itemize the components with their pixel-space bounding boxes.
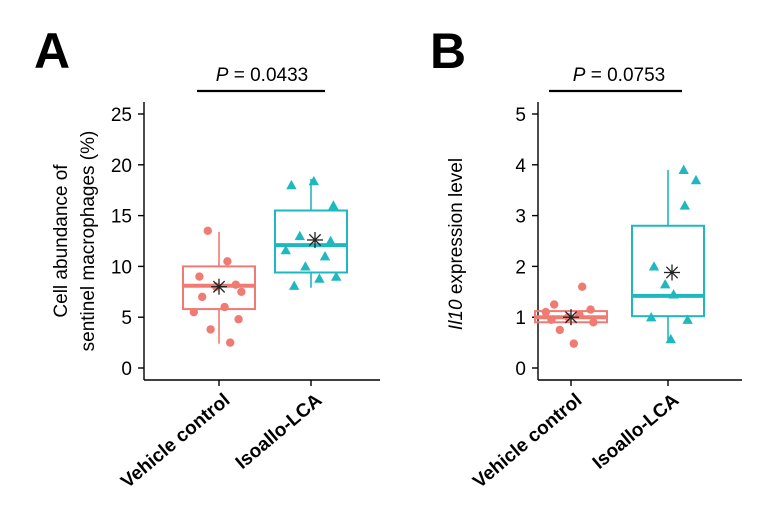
data-point	[646, 312, 657, 322]
data-point	[289, 280, 300, 290]
y-axis-label-line1: Cell abundance of	[51, 164, 72, 318]
y-tick-label: 2	[515, 257, 526, 278]
y-tick-label: 15	[111, 207, 132, 228]
data-point	[189, 307, 198, 317]
box-group	[534, 282, 608, 348]
box	[274, 209, 348, 274]
box-group	[274, 175, 348, 290]
data-point	[195, 272, 204, 281]
data-point	[198, 292, 207, 302]
y-tick-label: 25	[111, 105, 132, 126]
data-point	[660, 278, 671, 289]
x-tick-label: Isoallo-LCA	[589, 390, 684, 474]
data-point	[294, 230, 305, 241]
y-tick-label: 20	[111, 156, 132, 177]
data-point	[589, 318, 598, 327]
data-point	[203, 226, 212, 236]
data-point	[223, 257, 232, 266]
y-axis-label-line2: sentinel macrophages (%)	[78, 131, 99, 352]
panel-label: A	[34, 23, 70, 79]
data-point	[234, 315, 243, 324]
mean-marker-stroke	[665, 266, 679, 279]
plot-area: 0 1 2 3 4 5 Vehicle control Isoallo-LCA	[469, 89, 742, 493]
data-point	[668, 289, 679, 299]
data-point	[331, 271, 342, 281]
mean-marker-stroke	[308, 233, 322, 247]
data-point	[679, 200, 690, 210]
data-point	[678, 164, 689, 175]
p-value-label: P = 0.0753	[573, 65, 665, 86]
data-point	[328, 200, 339, 210]
data-point	[314, 273, 325, 283]
y-tick-label: 10	[111, 257, 132, 278]
y-tick-label: 4	[515, 156, 526, 177]
mean-marker-stroke	[212, 280, 226, 293]
data-point	[665, 333, 676, 344]
p-value-prefix: P	[216, 65, 229, 86]
mean-marker	[664, 264, 680, 281]
mean-marker	[307, 231, 323, 248]
data-point	[325, 235, 336, 246]
mean-marker-stroke	[564, 311, 578, 324]
mean-marker	[211, 278, 227, 295]
y-tick-label: 1	[515, 308, 526, 329]
y-tick-label: 0	[121, 359, 132, 380]
panel-a: A Cell abundance of sentinel macrophages…	[34, 23, 380, 493]
p-value-text: = 0.0753	[585, 65, 665, 86]
data-point	[237, 287, 246, 296]
y-tick-label: 5	[121, 308, 132, 329]
x-tick-label: Vehicle control	[117, 390, 234, 493]
data-point	[550, 300, 559, 309]
x-tick-label: Isoallo-LCA	[232, 390, 327, 474]
data-point	[682, 314, 693, 324]
data-point	[547, 315, 556, 324]
panel-b: B Il10 expression level 0 1 2 3 4 5 Vehicle co…	[430, 23, 742, 493]
data-point	[690, 174, 702, 185]
data-point	[206, 325, 215, 334]
data-point	[319, 251, 331, 261]
data-point	[586, 305, 595, 314]
data-point	[578, 282, 587, 291]
y-axis-label-gene: Il10	[446, 299, 467, 330]
data-point	[300, 261, 311, 271]
y-axis-label-rest: expression level	[446, 158, 467, 300]
y-tick-label: 3	[515, 207, 526, 228]
box	[631, 224, 705, 318]
data-point	[308, 175, 319, 186]
data-point	[555, 325, 564, 335]
data-point	[648, 261, 660, 271]
mean-marker	[563, 309, 579, 326]
p-value-text: = 0.0433	[228, 65, 308, 86]
p-value-prefix: P	[573, 65, 586, 86]
box-group	[182, 226, 256, 347]
data-point	[231, 280, 240, 289]
panel-label: B	[430, 23, 466, 79]
y-tick-label: 5	[515, 105, 526, 126]
data-point	[541, 307, 550, 317]
x-tick-label: Vehicle control	[469, 390, 586, 493]
data-point	[286, 179, 297, 190]
y-axis-label: Il10 expression level	[446, 158, 467, 330]
p-value-label: P = 0.0433	[216, 65, 308, 86]
box-group	[631, 164, 705, 344]
y-tick-label: 0	[515, 359, 526, 380]
data-point	[220, 302, 229, 312]
data-point	[280, 244, 291, 255]
data-point	[569, 339, 578, 348]
box	[182, 265, 256, 311]
data-point	[226, 338, 235, 347]
